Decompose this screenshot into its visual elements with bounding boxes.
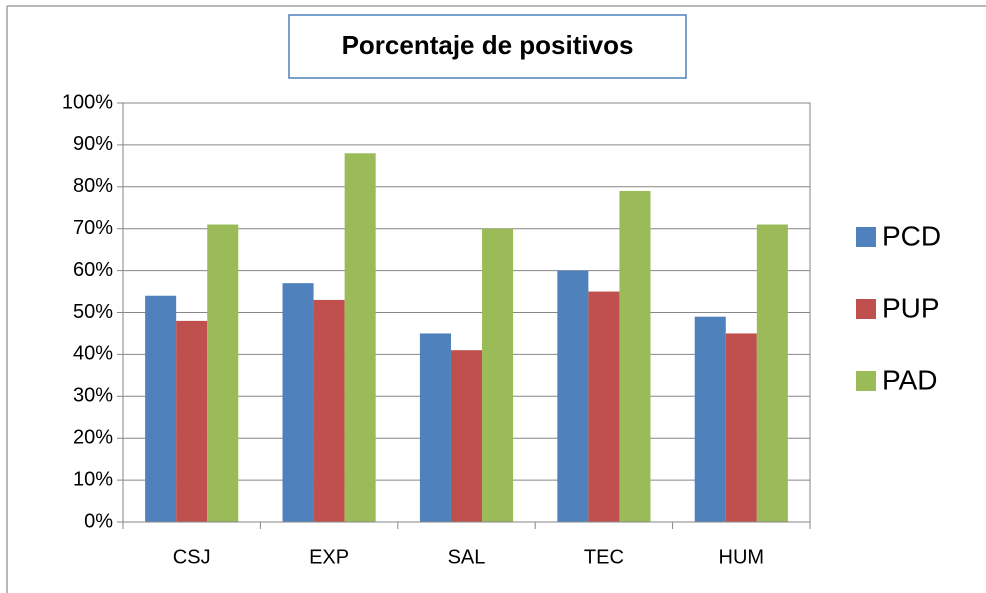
- bar: [419, 333, 451, 522]
- bar: [313, 299, 345, 522]
- x-tick-label: HUM: [719, 546, 765, 568]
- y-tick-label: 60%: [73, 259, 113, 281]
- x-tick-label: SAL: [448, 546, 486, 568]
- bar: [176, 320, 208, 522]
- plot-area: 0% 10% 20% 30% 40% 50% 60% 70% 80% 90% 100% CSJ EXP S…: [62, 91, 941, 568]
- bar: [756, 224, 788, 522]
- x-tick-label: TEC: [584, 546, 624, 568]
- y-tick-label: 30%: [73, 385, 113, 407]
- bar: [282, 283, 314, 522]
- y-tick-label: 40%: [73, 343, 113, 365]
- y-tick-label: 0%: [84, 510, 113, 532]
- bar: [207, 224, 239, 522]
- bar: [344, 153, 376, 522]
- y-tick-label: 70%: [73, 217, 113, 239]
- legend-label: PUP: [882, 292, 940, 323]
- y-tick-label: 50%: [73, 301, 113, 323]
- bar: [694, 316, 726, 522]
- x-tick-label: CSJ: [173, 546, 211, 568]
- y-tick-label: 10%: [73, 468, 113, 490]
- y-tick-label: 100%: [62, 91, 113, 113]
- bar: [557, 270, 589, 522]
- title-box: [288, 14, 687, 79]
- y-tick-label: 80%: [73, 175, 113, 197]
- bar: [450, 350, 483, 522]
- y-tick-label: 20%: [73, 426, 113, 448]
- bar: [588, 291, 620, 522]
- legend-swatch: [856, 227, 876, 247]
- legend-label: PAD: [882, 364, 938, 395]
- x-tick-label: EXP: [309, 546, 349, 568]
- legend-swatch: [856, 299, 876, 319]
- chart-title: Porcentaje de positivos: [342, 30, 634, 60]
- bar: [619, 190, 651, 523]
- bar: [725, 333, 757, 522]
- bar: [145, 295, 177, 522]
- bar: [482, 228, 514, 522]
- y-tick-label: 90%: [73, 133, 113, 155]
- legend-label: PCD: [882, 220, 941, 251]
- legend-swatch: [856, 371, 876, 391]
